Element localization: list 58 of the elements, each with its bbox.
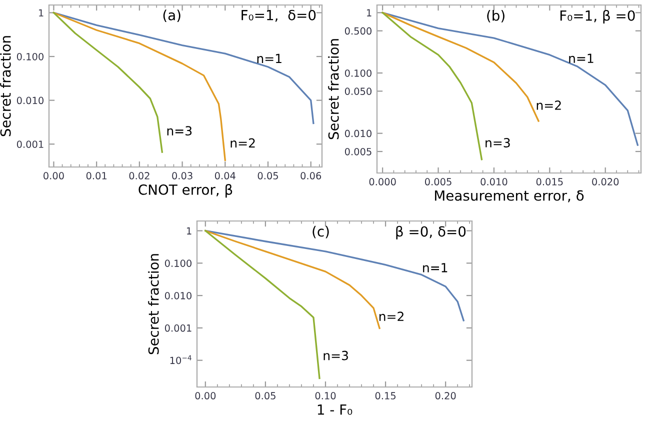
y-tick-label: 1 <box>39 9 44 16</box>
y-tick-label: 0.500 <box>344 27 372 35</box>
y-tick-label: 0.001 <box>164 324 192 332</box>
annotation: n=2 <box>536 100 561 110</box>
line-series <box>52 12 314 124</box>
annotation: n=1 <box>257 54 282 64</box>
annotation: F₀=1, β =0 <box>560 10 635 24</box>
line-series <box>52 12 226 161</box>
y-tick-label: 0.010 <box>16 96 44 104</box>
x-tick-label: 0.02 <box>129 172 150 180</box>
line-series <box>382 12 483 160</box>
x-tick-label: 0.20 <box>435 392 456 400</box>
annotation: (a) <box>163 10 180 22</box>
line-series <box>52 12 163 153</box>
y-tick-label: 1 <box>367 9 372 16</box>
x-tick-label: 0.15 <box>375 392 396 400</box>
x-tick-label: 0.00 <box>44 172 64 180</box>
annotation: n=3 <box>486 138 510 148</box>
x-tick-label: 0.10 <box>315 392 336 400</box>
y-tick-label: 0.050 <box>344 88 372 95</box>
x-tick-label: 0.000 <box>369 178 396 186</box>
x-tick-label: 0.05 <box>258 172 278 180</box>
x-axis-title: Measurement error, δ <box>435 190 584 202</box>
annotation: n=1 <box>423 263 448 272</box>
annotation: F₀=1, δ=0 <box>242 10 316 22</box>
x-tick-label: 0.005 <box>424 178 452 186</box>
x-tick-label: 0.020 <box>592 178 619 186</box>
x-tick-label: 0.04 <box>214 172 236 180</box>
x-tick-label: 0.015 <box>536 178 563 186</box>
x-tick-label: 0.01 <box>86 172 106 180</box>
line-series <box>382 12 638 146</box>
annotation: β =0, δ=0 <box>396 226 466 240</box>
y-axis-title: Secret fraction <box>0 36 11 136</box>
x-tick-label: 0.03 <box>172 172 192 180</box>
x-axis-title: 1 - F₀ <box>318 404 352 415</box>
x-tick-label: 0.00 <box>195 392 216 400</box>
x-tick-label: 0.06 <box>300 172 322 180</box>
annotation: n=2 <box>230 138 255 148</box>
y-axis-title: Secret fraction <box>328 39 339 140</box>
annotation: (b) <box>487 10 504 22</box>
annotation: n=3 <box>324 350 348 360</box>
y-tick-label: 0.100 <box>16 52 44 60</box>
y-axis-title: Secret fraction <box>148 254 159 354</box>
y-tick-label: 0.005 <box>344 148 372 156</box>
annotation: n=1 <box>569 54 594 63</box>
y-tick-label: 0.010 <box>344 130 372 138</box>
y-tick-label: 1 <box>187 227 192 234</box>
x-tick-label: 0.010 <box>480 178 508 186</box>
annotation: n=3 <box>167 126 192 136</box>
annotation: (c) <box>312 226 329 238</box>
x-axis-title: CNOT error, β <box>138 184 232 198</box>
x-tick-label: 0.05 <box>255 392 276 400</box>
y-tick-label: 0.100 <box>164 260 192 267</box>
y-tick-label: 0.010 <box>164 292 192 300</box>
annotation: n=2 <box>379 312 404 321</box>
y-tick-label: 0.001 <box>16 140 44 148</box>
y-tick-label: 10$^{−4}$ <box>170 355 192 364</box>
y-tick-label: 0.100 <box>344 69 372 77</box>
